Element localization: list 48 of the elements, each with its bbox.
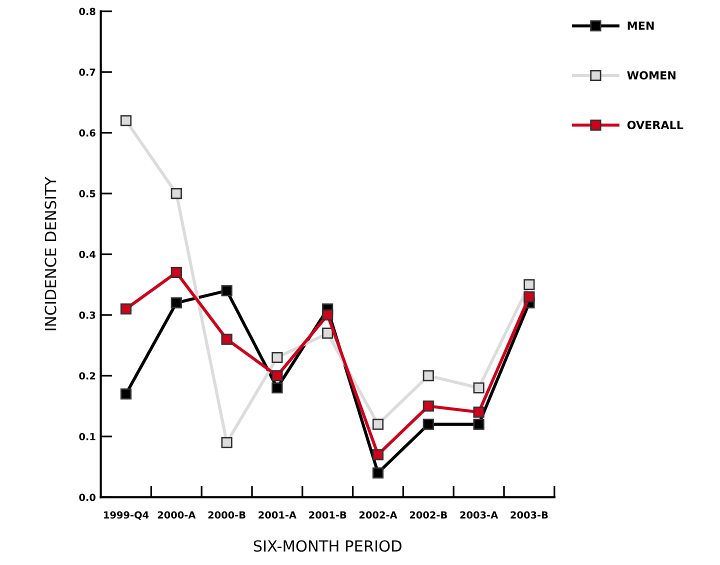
point xyxy=(120,115,132,126)
point xyxy=(170,266,182,278)
point xyxy=(473,418,484,430)
point xyxy=(372,418,384,430)
y-tick-label: 0.7 xyxy=(79,68,96,76)
point xyxy=(422,370,434,382)
x-tick-label: 2002-A xyxy=(359,511,398,519)
x-tick-label: 2000-B xyxy=(208,511,246,519)
x-tick-label: 2001-A xyxy=(258,511,296,519)
x-tick-label: 2002-B xyxy=(410,511,447,519)
y-tick-label: 0.5 xyxy=(79,190,96,198)
y-tick-label: 0.2 xyxy=(79,372,96,380)
point xyxy=(524,291,535,302)
y-tick-label: 0.1 xyxy=(79,432,96,440)
y-tick-label: 0.3 xyxy=(79,311,96,319)
point xyxy=(221,285,232,296)
point xyxy=(422,418,434,430)
y-tick-label: 0.6 xyxy=(79,129,96,137)
point xyxy=(473,406,484,418)
y-tick-label: 0.0 xyxy=(79,494,96,502)
x-axis-title: SIX-MONTH PERIOD xyxy=(254,540,402,552)
y-tick-label: 0.8 xyxy=(79,8,96,16)
x-tick-label: 2003-A xyxy=(460,511,498,519)
point xyxy=(221,436,232,448)
point xyxy=(422,400,434,412)
x-tick-label: 1999-Q4 xyxy=(104,511,149,520)
legend-label: WOMEN xyxy=(627,71,676,80)
point xyxy=(372,449,384,460)
point xyxy=(272,352,283,364)
point xyxy=(272,370,283,382)
point xyxy=(120,388,132,400)
point xyxy=(170,188,182,200)
point xyxy=(473,382,484,394)
point xyxy=(170,297,182,308)
y-axis-title: INCIDENCE DENSITY xyxy=(44,176,56,330)
y-tick-label: 0.4 xyxy=(79,250,96,258)
legend-label: OVERALL xyxy=(627,120,684,130)
point xyxy=(524,279,535,290)
point xyxy=(120,303,132,314)
point xyxy=(372,467,384,478)
x-tick-label: 2001-B xyxy=(309,511,346,519)
legend-label: MEN xyxy=(628,22,654,30)
x-tick-label: 2000-A xyxy=(158,511,196,519)
point xyxy=(272,382,283,394)
x-tick-label: 2003-B xyxy=(510,511,548,519)
point xyxy=(322,309,334,321)
point xyxy=(221,334,232,345)
point xyxy=(322,328,334,339)
